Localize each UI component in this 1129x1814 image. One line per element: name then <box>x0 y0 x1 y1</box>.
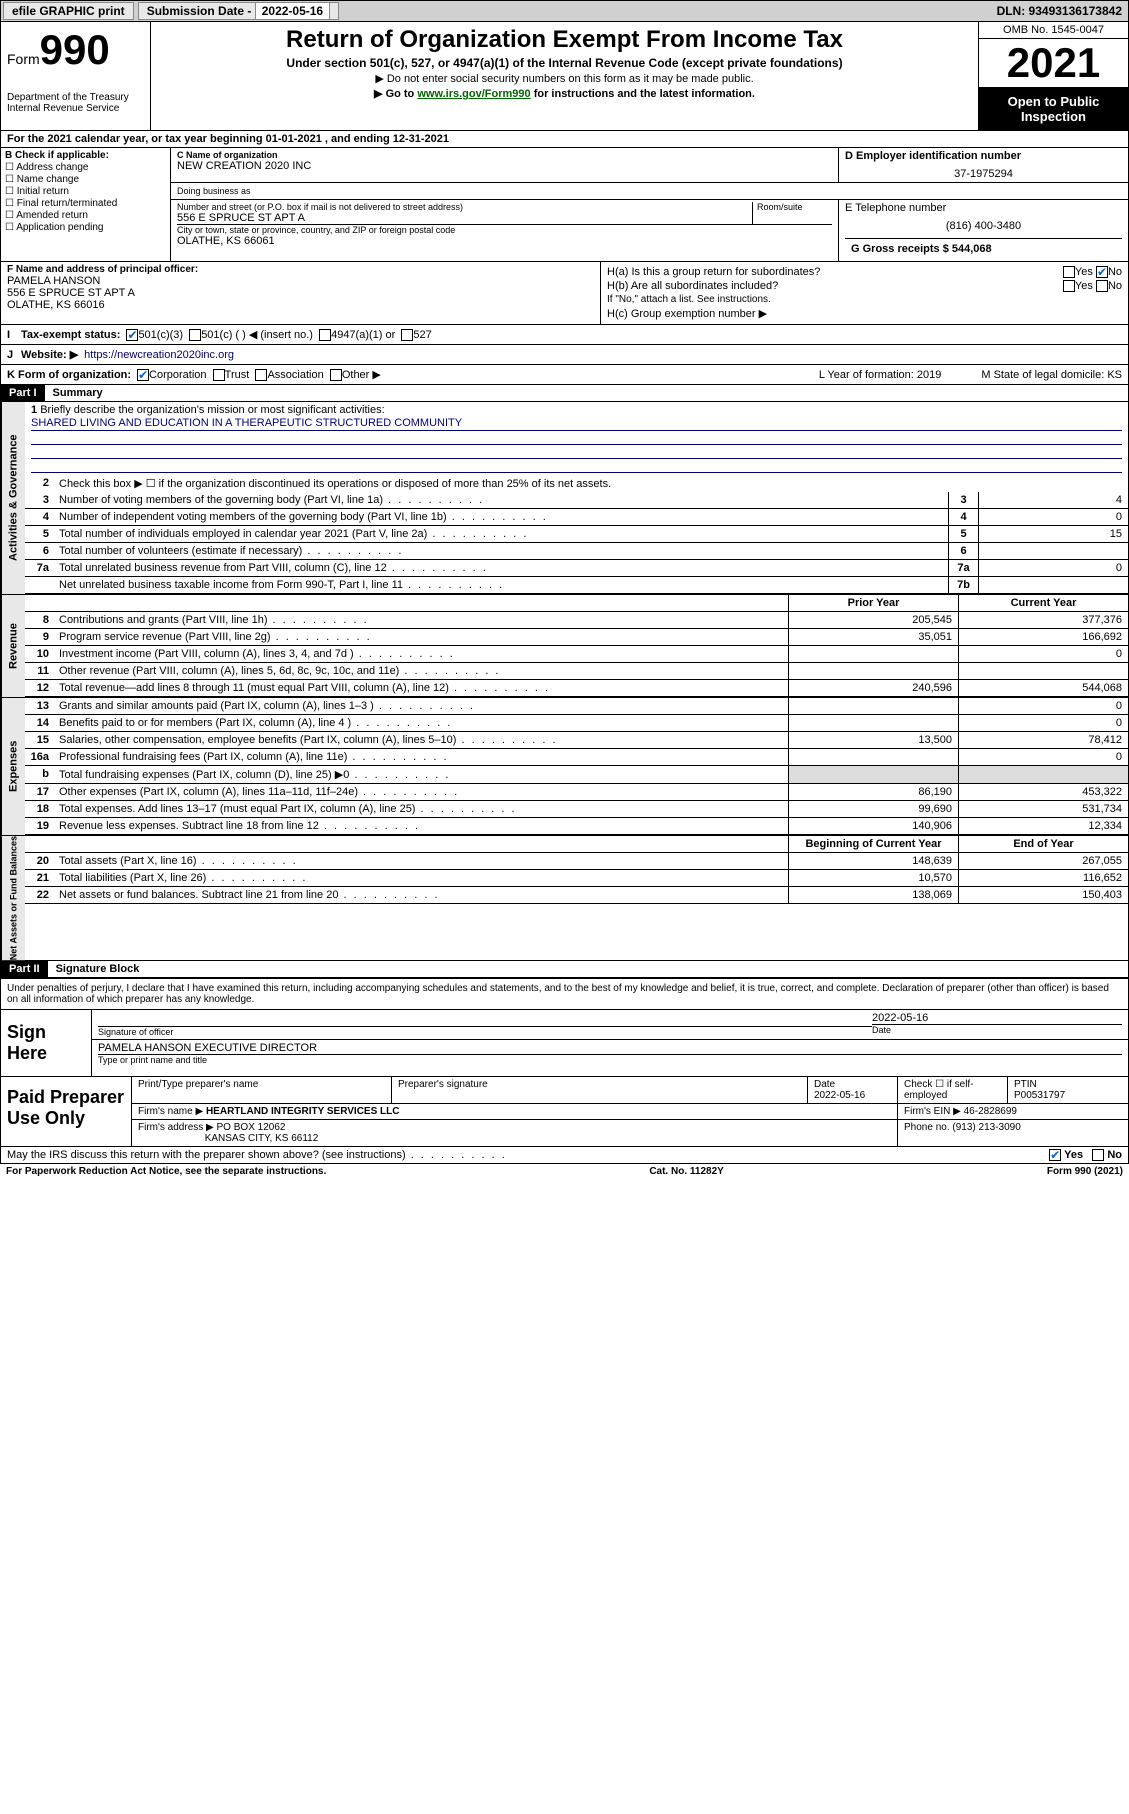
perjury-declaration: Under penalties of perjury, I declare th… <box>0 979 1129 1010</box>
gross-receipts: G Gross receipts $ 544,068 <box>845 238 1122 259</box>
ein-cell: D Employer identification number 37-1975… <box>838 148 1128 182</box>
box-f: F Name and address of principal officer:… <box>1 262 601 324</box>
form-number: Form990 <box>7 26 144 74</box>
year-formation: L Year of formation: 2019 <box>819 369 942 381</box>
line-i: I Tax-exempt status: 501(c)(3) 501(c) ( … <box>0 325 1129 345</box>
ck-amended[interactable]: ☐ Amended return <box>5 210 166 221</box>
ck-assoc[interactable] <box>255 369 267 381</box>
line-j: J Website: ▶ https://newcreation2020inc.… <box>0 345 1129 365</box>
ck-hb-yes[interactable] <box>1063 280 1075 292</box>
ck-trust[interactable] <box>213 369 225 381</box>
form-header: Form990 Department of the Treasury Inter… <box>0 22 1129 131</box>
ck-final-return[interactable]: ☐ Final return/terminated <box>5 198 166 209</box>
website-link[interactable]: https://newcreation2020inc.org <box>84 349 234 361</box>
prep-name-col: Print/Type preparer's name <box>132 1077 392 1103</box>
state-domicile: M State of legal domicile: KS <box>981 369 1122 381</box>
officer-signature[interactable]: Signature of officer <box>98 1012 872 1037</box>
ck-4947[interactable] <box>319 329 331 341</box>
side-net: Net Assets or Fund Balances <box>1 836 25 960</box>
form-subtitle: Under section 501(c), 527, or 4947(a)(1)… <box>159 56 970 70</box>
ck-ha-yes[interactable] <box>1063 266 1075 278</box>
paid-preparer-block: Paid Preparer Use Only Print/Type prepar… <box>0 1077 1129 1147</box>
ck-initial-return[interactable]: ☐ Initial return <box>5 186 166 197</box>
line-klm: K Form of organization: Corporation Trus… <box>0 365 1129 385</box>
prep-sig-col: Preparer's signature <box>392 1077 808 1103</box>
section-fh: F Name and address of principal officer:… <box>0 262 1129 325</box>
ck-corp[interactable] <box>137 369 149 381</box>
col-end: End of Year <box>958 836 1128 852</box>
page-footer: For Paperwork Reduction Act Notice, see … <box>0 1164 1129 1179</box>
ck-irs-yes[interactable] <box>1049 1149 1061 1161</box>
part-2: Part II Signature Block <box>0 961 1129 979</box>
address-cell: Number and street (or P.O. box if mail i… <box>171 200 838 261</box>
irs-link[interactable]: www.irs.gov/Form990 <box>417 88 530 100</box>
prep-date: Date2022-05-16 <box>808 1077 898 1103</box>
ck-ha-no[interactable] <box>1096 266 1108 278</box>
part2-badge: Part II <box>1 961 48 977</box>
form-title: Return of Organization Exempt From Incom… <box>159 26 970 54</box>
dba-cell: Doing business as <box>171 183 1128 200</box>
open-public-badge: Open to Public Inspection <box>979 88 1128 130</box>
omb-number: OMB No. 1545-0047 <box>979 22 1128 39</box>
dln-label: DLN: 93493136173842 <box>997 4 1128 18</box>
line-a: For the 2021 calendar year, or tax year … <box>0 131 1129 148</box>
ssn-note: ▶ Do not enter social security numbers o… <box>159 72 970 85</box>
top-toolbar: efile GRAPHIC print Submission Date - 20… <box>0 0 1129 22</box>
ck-527[interactable] <box>401 329 413 341</box>
ck-address-change[interactable]: ☐ Address change <box>5 162 166 173</box>
org-name-cell: C Name of organization NEW CREATION 2020… <box>171 148 838 182</box>
ck-irs-no[interactable] <box>1092 1149 1104 1161</box>
sign-here-block: Sign Here Signature of officer 2022-05-1… <box>0 1010 1129 1077</box>
col-beginning: Beginning of Current Year <box>788 836 958 852</box>
section-bcdeg: B Check if applicable: ☐ Address change … <box>0 148 1129 262</box>
side-governance: Activities & Governance <box>1 402 25 594</box>
part1-badge: Part I <box>1 385 45 401</box>
col-current: Current Year <box>958 595 1128 611</box>
tax-year: 2021 <box>979 39 1128 88</box>
box-h: H(a) Is this a group return for subordin… <box>601 262 1128 324</box>
col-prior: Prior Year <box>788 595 958 611</box>
ck-app-pending[interactable]: ☐ Application pending <box>5 222 166 233</box>
officer-name: PAMELA HANSON EXECUTIVE DIRECTOR Type or… <box>98 1042 1122 1065</box>
part-1: Part I Summary Activities & Governance 1… <box>0 385 1129 961</box>
ck-hb-no[interactable] <box>1096 280 1108 292</box>
efile-button[interactable]: efile GRAPHIC print <box>3 2 134 20</box>
prep-selfemp[interactable]: Check ☐ if self-employed <box>898 1077 1008 1103</box>
firm-ein: Firm's EIN ▶ 46-2828699 <box>898 1104 1128 1119</box>
ck-501c3[interactable] <box>126 329 138 341</box>
submission-date-label: Submission Date - 2022-05-16 <box>138 2 339 20</box>
ck-name-change[interactable]: ☐ Name change <box>5 174 166 185</box>
side-revenue: Revenue <box>1 595 25 697</box>
ck-other[interactable] <box>330 369 342 381</box>
q1-mission: 1 Briefly describe the organization's mi… <box>25 402 1128 475</box>
firm-name: Firm's name ▶ HEARTLAND INTEGRITY SERVIC… <box>132 1104 898 1119</box>
box-b: B Check if applicable: ☐ Address change … <box>1 148 171 261</box>
telephone-cell: E Telephone number (816) 400-3480 G Gros… <box>838 200 1128 261</box>
firm-address: Firm's address ▶ PO BOX 12062 KANSAS CIT… <box>132 1120 898 1146</box>
sign-date: 2022-05-16 Date <box>872 1012 1122 1037</box>
link-note: ▶ Go to www.irs.gov/Form990 for instruct… <box>159 87 970 100</box>
firm-phone: Phone no. (913) 213-3090 <box>898 1120 1128 1146</box>
prep-ptin: PTINP00531797 <box>1008 1077 1128 1103</box>
dept-label: Department of the Treasury Internal Reve… <box>7 92 144 114</box>
may-irs-discuss: May the IRS discuss this return with the… <box>0 1147 1129 1164</box>
side-expenses: Expenses <box>1 698 25 835</box>
ck-501c[interactable] <box>189 329 201 341</box>
